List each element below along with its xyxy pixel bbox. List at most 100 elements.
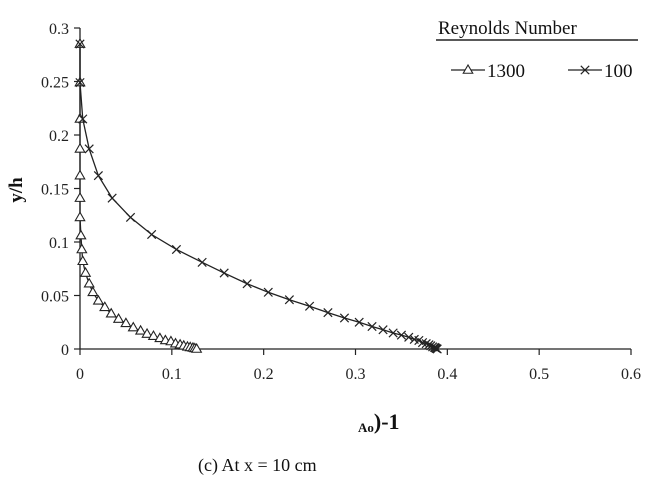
- data-point: [171, 244, 182, 255]
- marker-stroke: [417, 337, 428, 348]
- marker-stroke: [388, 328, 398, 338]
- legend: Reynolds Number 1300 100: [436, 18, 638, 82]
- y-ticks: 0 0.05 0.1 0.15 0.2 0.25 0.3: [41, 21, 80, 359]
- data-point: [74, 169, 86, 180]
- data-point: [432, 344, 442, 354]
- data-point: [120, 317, 132, 328]
- x-axis-title: Ao)-1: [358, 409, 400, 435]
- x-tick-label: 0.5: [529, 366, 549, 383]
- marker-stroke: [93, 171, 103, 181]
- marker-stroke: [284, 295, 295, 305]
- figure-caption: (c) At x = 10 cm: [198, 455, 317, 476]
- x-axis-title-main: )-1: [374, 409, 400, 434]
- marker-stroke: [354, 317, 364, 327]
- data-point: [75, 229, 87, 240]
- data-point: [75, 77, 85, 88]
- marker-stroke: [396, 330, 407, 340]
- marker-stroke: [378, 325, 388, 335]
- data-point: [127, 321, 139, 332]
- x-tick-label: 0.6: [621, 366, 641, 383]
- data-point: [263, 287, 273, 297]
- series-1300: [74, 37, 203, 353]
- legend-items: 1300 100: [451, 61, 633, 82]
- marker-stroke: [404, 332, 414, 342]
- data-point: [417, 337, 428, 348]
- data-point: [242, 279, 252, 289]
- marker-stroke: [107, 193, 117, 203]
- data-point: [105, 307, 117, 318]
- data-point: [76, 243, 88, 254]
- legend-marker: [580, 65, 590, 75]
- data-point: [197, 257, 207, 267]
- data-point: [190, 342, 203, 353]
- data-point: [339, 313, 350, 323]
- marker-stroke: [409, 334, 419, 344]
- marker-stroke: [75, 39, 85, 49]
- data-point: [421, 339, 431, 349]
- marker-stroke: [304, 301, 315, 311]
- marker-stroke: [197, 257, 207, 267]
- x-tick-label: 0.2: [254, 366, 274, 383]
- marker-stroke: [580, 65, 590, 75]
- marker-stroke: [339, 313, 350, 323]
- marker-stroke: [421, 339, 431, 349]
- marker-stroke: [428, 342, 438, 352]
- data-point: [147, 229, 157, 240]
- marker-stroke: [84, 144, 94, 154]
- data-point: [154, 332, 166, 343]
- x-ticks: 0 0.1 0.2 0.3 0.4 0.5 0.6: [76, 349, 641, 383]
- data-point: [404, 332, 414, 342]
- marker-stroke: [263, 287, 273, 297]
- series-layer: [74, 37, 442, 354]
- data-point: [219, 268, 229, 278]
- marker-stroke: [432, 344, 442, 354]
- data-point: [112, 312, 125, 323]
- x-axis-title-sub: Ao: [358, 420, 374, 435]
- legend-label: 1300: [487, 61, 525, 82]
- marker-stroke: [75, 77, 85, 88]
- data-point: [134, 324, 147, 335]
- data-point: [378, 325, 388, 335]
- data-point: [83, 277, 95, 288]
- marker-stroke: [242, 279, 252, 289]
- data-point: [79, 266, 92, 277]
- y-tick-label: 0.25: [41, 75, 69, 92]
- data-point: [99, 301, 111, 312]
- y-axis-title: y/h: [6, 177, 27, 203]
- data-point: [304, 301, 315, 311]
- data-point: [147, 330, 160, 340]
- data-point: [107, 193, 117, 203]
- marker-stroke: [219, 268, 229, 278]
- y-tick-label: 0.2: [49, 128, 69, 145]
- data-point: [367, 321, 377, 332]
- data-point: [74, 142, 86, 153]
- data-point: [141, 327, 153, 338]
- data-point: [388, 328, 398, 338]
- data-point: [125, 212, 136, 223]
- marker-stroke: [171, 244, 182, 255]
- data-point: [78, 114, 88, 124]
- marker-stroke: [414, 335, 424, 346]
- series-100: [75, 39, 442, 354]
- marker-stroke: [367, 321, 377, 332]
- marker-stroke: [125, 212, 136, 223]
- x-tick-label: 0.3: [346, 366, 366, 383]
- legend-title: Reynolds Number: [438, 18, 577, 39]
- data-point: [323, 307, 333, 318]
- y-tick-label: 0.3: [49, 21, 69, 38]
- data-point: [87, 286, 99, 297]
- marker-stroke: [323, 307, 333, 318]
- legend-label: 100: [604, 61, 633, 82]
- x-tick-label: 0: [76, 366, 84, 383]
- axes: [79, 28, 631, 350]
- marker-stroke: [78, 114, 88, 124]
- data-point: [77, 255, 89, 266]
- y-tick-label: 0.15: [41, 182, 69, 199]
- data-point: [284, 295, 295, 305]
- marker-stroke: [147, 229, 157, 240]
- data-point: [93, 171, 103, 181]
- data-point: [84, 144, 94, 154]
- data-point: [74, 211, 86, 222]
- data-point: [92, 294, 105, 305]
